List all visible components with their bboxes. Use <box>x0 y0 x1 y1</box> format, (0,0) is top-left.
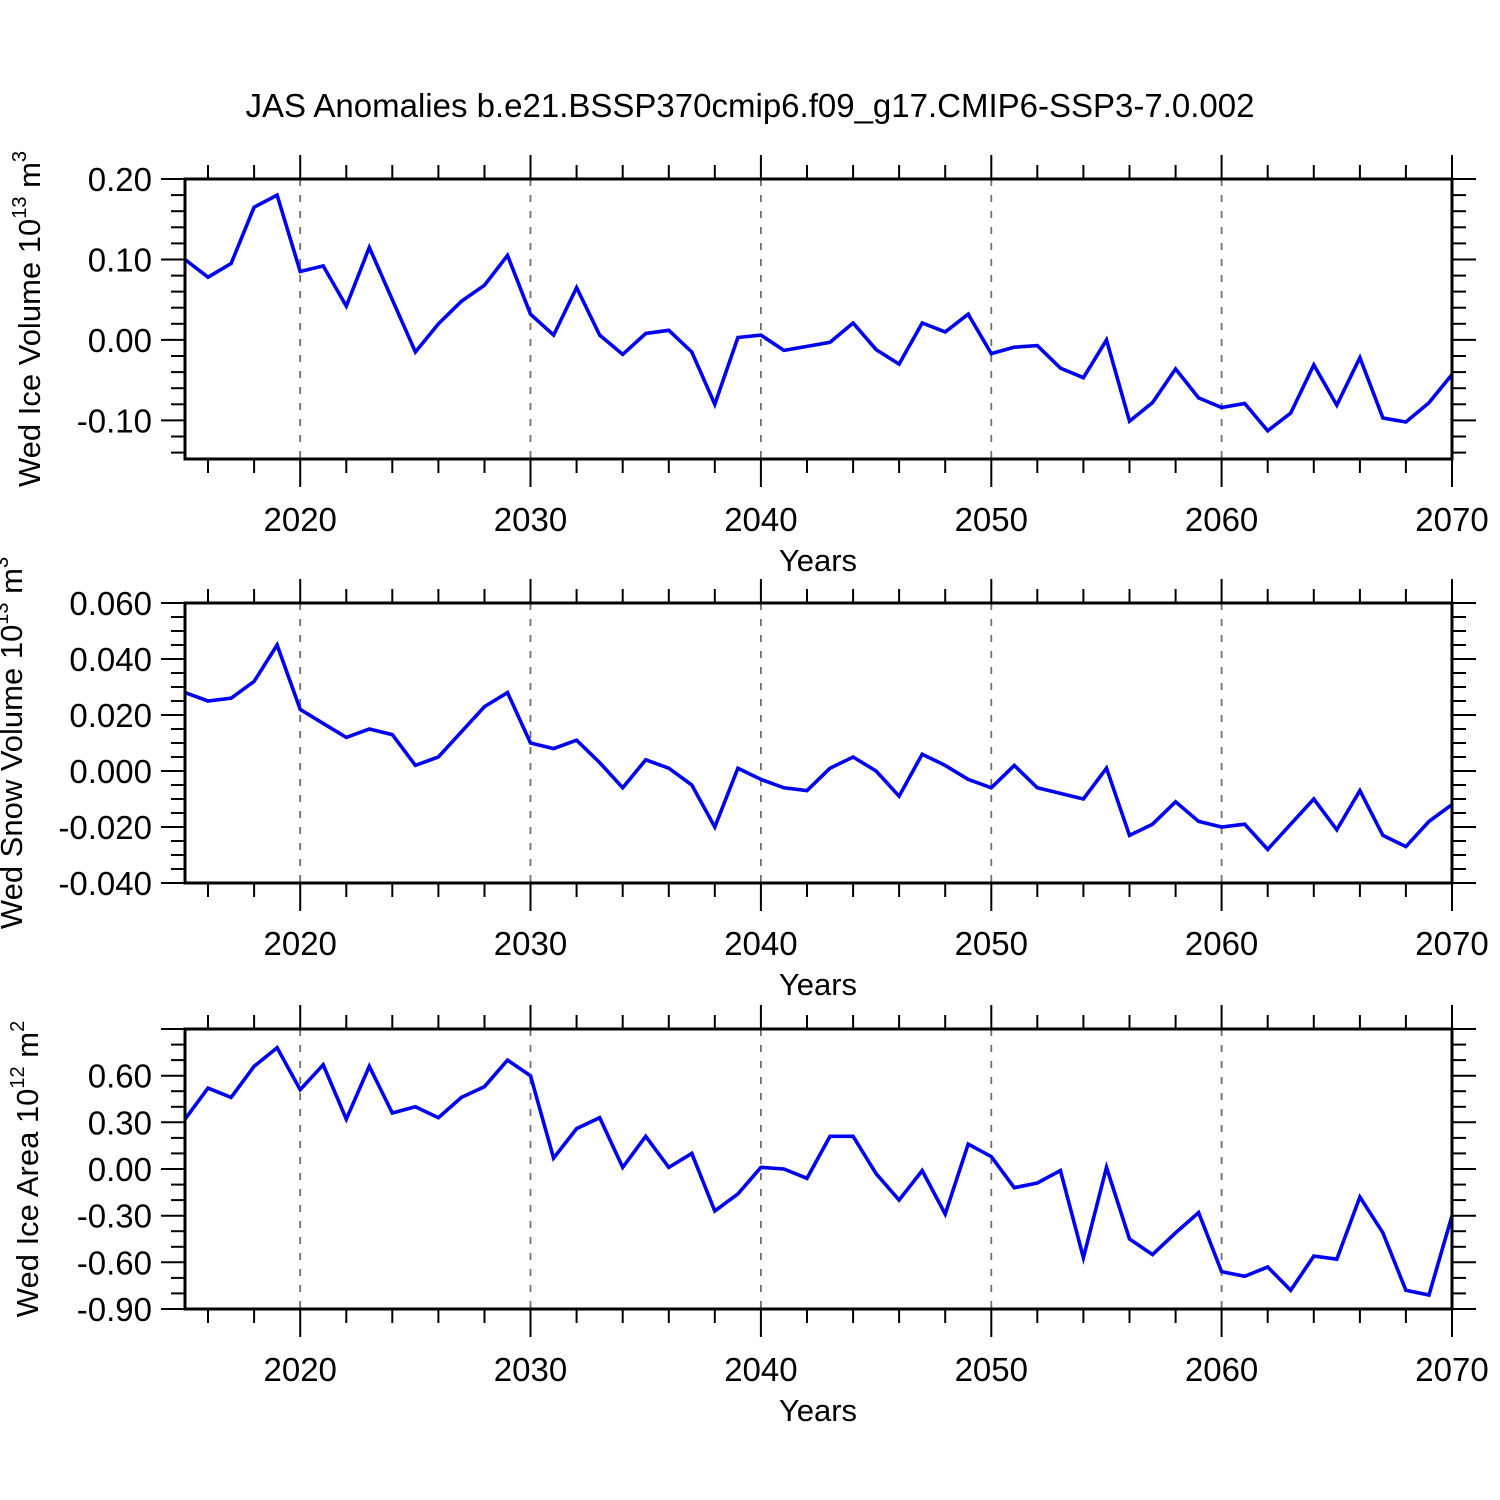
x-tick-label: 2040 <box>724 501 797 538</box>
y-axis-title-wed-snow-volume: Wed Snow Volume 1013 m3 <box>0 557 29 929</box>
y-tick-label: -0.30 <box>77 1198 152 1235</box>
x-tick-label: 2060 <box>1185 925 1258 962</box>
y-tick-label: 0.60 <box>88 1058 152 1095</box>
wed-snow-volume-plot-area: 0.060 0.040 0.020 0.000 -0.020 -0.040 2020 2030… <box>58 579 1489 962</box>
wed-ice-area-series-line <box>183 1044 1454 1298</box>
gridlines <box>299 179 1223 459</box>
x-tick-label: 2050 <box>955 925 1028 962</box>
gridlines <box>299 603 1223 883</box>
wed-ice-area-plot-area: 0.60 0.30 0.00 -0.30 -0.60 -0.90 2020 2030 2040 2… <box>77 1005 1489 1388</box>
x-tick-label: 2030 <box>494 1351 567 1388</box>
y-tick-label: 0.060 <box>69 585 152 622</box>
y-tick-label: 0.020 <box>69 697 152 734</box>
plot-box <box>183 177 1454 461</box>
x-axis-title-wed-ice-area: Years <box>779 1393 857 1428</box>
panel-wed-ice-area: 0.60 0.30 0.00 -0.30 -0.60 -0.90 2020 2030 2040 2… <box>7 1005 1489 1428</box>
figure-title: JAS Anomalies b.e21.BSSP370cmip6.f09_g17… <box>246 87 1255 124</box>
x-tick-label: 2020 <box>263 501 336 538</box>
wed-ice-volume-series-line <box>183 192 1454 434</box>
wed-ice-volume-plot-area: 0.20 0.10 0.00 -0.10 2020 2030 2040 2050 2060 207… <box>77 155 1489 538</box>
x-tick-label: 2060 <box>1185 1351 1258 1388</box>
x-tick-label: 2070 <box>1415 501 1488 538</box>
y-tick-label: 0.000 <box>69 753 152 790</box>
y-tick-label: 0.10 <box>88 242 152 279</box>
x-axis-title-wed-ice-volume: Years <box>779 543 857 578</box>
y-tick-label: -0.60 <box>77 1244 152 1281</box>
wed-snow-volume-series-line <box>184 640 1454 853</box>
y-tick-label: 0.20 <box>88 161 152 198</box>
x-axis-title-wed-snow-volume: Years <box>779 967 857 1002</box>
axis-ticks <box>161 1005 1476 1337</box>
x-tick-label: 2040 <box>724 1351 797 1388</box>
x-tick-label: 2020 <box>263 925 336 962</box>
x-tick-label: 2030 <box>494 925 567 962</box>
y-tick-label: 0.00 <box>88 1151 152 1188</box>
y-tick-label: 0.30 <box>88 1104 152 1141</box>
x-tick-label: 2070 <box>1415 1351 1488 1388</box>
x-tick-label: 2050 <box>955 1351 1028 1388</box>
x-tick-label: 2030 <box>494 501 567 538</box>
y-tick-label: -0.90 <box>77 1291 152 1328</box>
axis-ticks <box>161 579 1476 911</box>
x-tick-label: 2020 <box>263 1351 336 1388</box>
y-axis-title-wed-ice-area: Wed Ice Area 1012 m2 <box>7 1021 45 1317</box>
y-tick-label: -0.040 <box>58 865 152 902</box>
axis-ticks <box>161 155 1476 487</box>
y-axis-title-wed-ice-volume: Wed Ice Volume 1013 m3 <box>9 151 47 487</box>
y-tick-label: -0.10 <box>77 402 152 439</box>
plot-box <box>183 1027 1454 1311</box>
panel-wed-snow-volume: 0.060 0.040 0.020 0.000 -0.020 -0.040 2020 2030… <box>0 557 1489 1002</box>
y-tick-label: 0.040 <box>69 641 152 678</box>
x-tick-label: 2070 <box>1415 925 1488 962</box>
panel-wed-ice-volume: 0.20 0.10 0.00 -0.10 2020 2030 2040 2050 2060 207… <box>9 151 1489 578</box>
x-tick-label: 2050 <box>955 501 1028 538</box>
x-tick-label: 2040 <box>724 925 797 962</box>
y-tick-label: 0.00 <box>88 322 152 359</box>
x-tick-label: 2060 <box>1185 501 1258 538</box>
y-tick-label: -0.020 <box>58 809 152 846</box>
